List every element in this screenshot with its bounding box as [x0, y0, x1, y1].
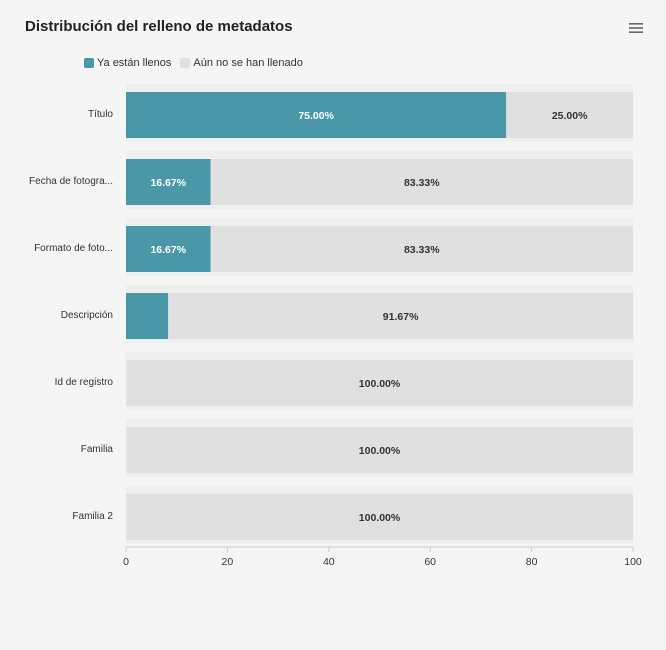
data-label-empty: 100.00%: [359, 512, 401, 524]
bar-empty[interactable]: [126, 494, 633, 540]
bar-empty[interactable]: [210, 226, 633, 272]
data-label-filled: 16.67%: [150, 177, 186, 189]
x-tick-label: 100: [624, 556, 642, 568]
data-label-filled: 16.67%: [150, 244, 186, 256]
bar-empty[interactable]: [506, 92, 633, 138]
x-tick-label: 60: [424, 556, 436, 568]
bar-filled[interactable]: [126, 92, 507, 138]
legend-swatch-empty: [180, 58, 191, 68]
data-label-empty: 100.00%: [359, 445, 401, 457]
x-tick-label: 40: [323, 556, 335, 568]
bar-empty[interactable]: [210, 159, 633, 205]
data-label-filled: 75.00%: [298, 110, 334, 122]
legend: Ya están llenos Aún no se han llenado: [84, 57, 312, 69]
legend-label-filled: Ya están llenos: [97, 57, 172, 69]
hamburger-menu-icon[interactable]: [626, 18, 646, 38]
bar-empty[interactable]: [168, 293, 633, 339]
bar-empty[interactable]: [126, 360, 633, 406]
category-label: Formato de foto...: [34, 243, 113, 254]
bar-filled[interactable]: [126, 293, 169, 339]
chart-title: Distribución del relleno de metadatos: [25, 18, 293, 35]
bar-filled[interactable]: [126, 226, 211, 272]
category-label: Familia 2: [72, 511, 113, 522]
data-label-empty: 25.00%: [552, 110, 588, 122]
category-label: Fecha de fotogra...: [29, 176, 113, 187]
legend-item-empty[interactable]: Aún no se han llenado: [180, 57, 303, 69]
category-label: Familia: [81, 444, 114, 455]
x-tick-label: 0: [123, 556, 129, 568]
category-label: Título: [88, 109, 113, 120]
data-label-empty: 91.67%: [383, 311, 419, 323]
legend-label-empty: Aún no se han llenado: [193, 57, 303, 69]
legend-item-filled[interactable]: Ya están llenos: [84, 57, 171, 69]
x-tick-label: 80: [526, 556, 538, 568]
data-label-empty: 83.33%: [404, 244, 440, 256]
data-label-empty: 83.33%: [404, 177, 440, 189]
category-label: Descripción: [61, 310, 113, 321]
bar-empty[interactable]: [126, 427, 633, 473]
x-tick-label: 20: [222, 556, 234, 568]
category-label: Id de registro: [55, 377, 114, 388]
bar-filled[interactable]: [126, 159, 211, 205]
data-label-empty: 100.00%: [359, 378, 401, 390]
legend-swatch-filled: [84, 58, 94, 68]
